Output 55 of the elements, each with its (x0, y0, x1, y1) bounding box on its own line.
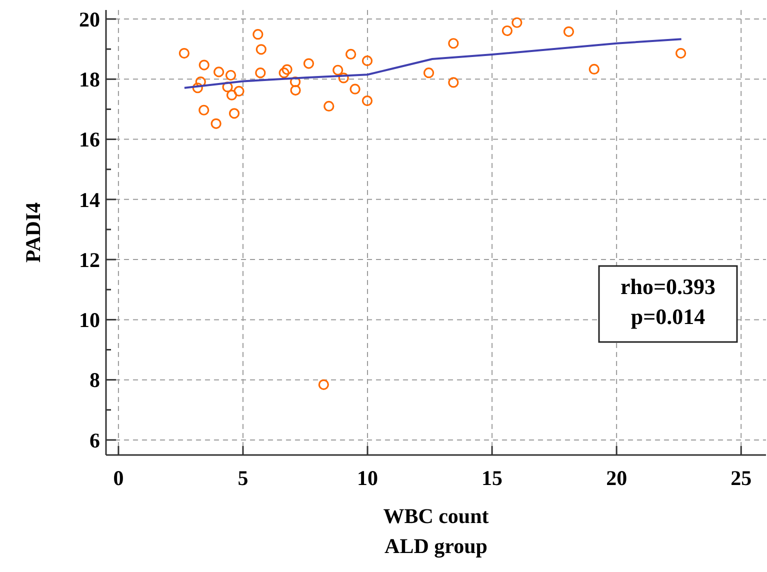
point (563, 26, 574, 37)
point (318, 379, 329, 390)
point (362, 96, 373, 106)
point (226, 90, 238, 100)
point (278, 68, 290, 78)
point (338, 72, 349, 84)
point (255, 68, 266, 78)
point (282, 64, 292, 75)
point (303, 58, 314, 69)
line-series (183, 38, 682, 89)
point (256, 44, 266, 55)
x-tick-label: 20 (606, 466, 628, 490)
point (346, 48, 356, 60)
point (195, 76, 206, 88)
point (448, 77, 459, 88)
x-tick-label: 0 (113, 466, 124, 490)
x-axis-title: WBC count ALD group (383, 504, 489, 558)
point (252, 29, 264, 40)
point (178, 48, 190, 59)
y-tick-label: 8 (90, 368, 100, 392)
point (214, 66, 224, 78)
point (290, 76, 301, 88)
point (210, 118, 222, 129)
annotation: rho=0.393 (620, 274, 716, 299)
x-tick-label: 10 (357, 466, 378, 490)
point (423, 68, 434, 78)
x-tick-label: 15 (482, 466, 503, 490)
point (225, 70, 236, 81)
point (222, 82, 233, 92)
y-tick-label: 16 (79, 128, 100, 152)
y-tick-label: 10 (79, 308, 100, 332)
point (350, 84, 360, 94)
point (234, 86, 244, 96)
point (512, 17, 522, 28)
y-tick-label: 14 (79, 188, 100, 212)
annotation: p=0.014 (630, 304, 706, 329)
point (332, 64, 344, 76)
y-tick-label: 6 (90, 428, 100, 452)
point (192, 82, 203, 94)
point (228, 108, 240, 119)
x-tick-label: 25 (730, 466, 752, 490)
point (290, 84, 301, 96)
x-tick-label: 5 (238, 466, 248, 490)
y-tick-label: 18 (79, 68, 100, 92)
point (448, 38, 459, 49)
point (198, 104, 210, 116)
point (676, 48, 686, 59)
point (362, 56, 373, 66)
y-axis-title: PADI4 (21, 202, 45, 263)
point (502, 25, 513, 36)
point (588, 64, 600, 75)
y-tick-label: 20 (79, 7, 100, 32)
point (324, 100, 334, 112)
y-tick-label: 12 (79, 248, 100, 272)
point (198, 60, 210, 70)
